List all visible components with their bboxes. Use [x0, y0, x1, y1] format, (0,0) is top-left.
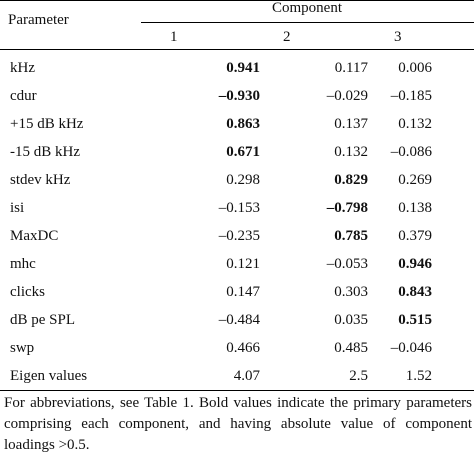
loading-value-1: 4.07: [233, 367, 260, 384]
table-row: dB pe SPL –0.484 0.035 0.515: [0, 306, 474, 334]
table-footnote: For abbreviations, see Table 1. Bold val…: [4, 395, 472, 453]
loading-value-2: –0.053: [326, 255, 368, 272]
row-label: clicks: [10, 283, 45, 300]
row-label: stdev kHz: [10, 171, 71, 188]
column-header-1: 1: [170, 29, 178, 45]
loading-value-1: 0.298: [226, 171, 260, 188]
row-label: cdur: [10, 87, 37, 104]
table-row: MaxDC –0.235 0.785 0.379: [0, 222, 474, 250]
loading-value-3: –0.185: [390, 87, 432, 104]
component-subrule: [141, 22, 474, 23]
loading-value-2: –0.798: [326, 199, 368, 216]
loading-value-3: 0.132: [398, 115, 432, 132]
table-row: stdev kHz 0.298 0.829 0.269: [0, 166, 474, 194]
loading-value-1: 0.671: [226, 143, 260, 160]
parameter-header: Parameter: [8, 12, 69, 28]
loading-value-2: 0.137: [334, 115, 368, 132]
loading-value-2: 0.132: [334, 143, 368, 160]
loading-value-1: 0.121: [226, 255, 260, 272]
loading-value-2: 0.485: [334, 339, 368, 356]
loading-value-1: 0.941: [226, 59, 260, 76]
loading-value-3: 1.52: [405, 367, 432, 384]
loading-value-3: 0.515: [398, 311, 432, 328]
table-row: kHz 0.941 0.117 0.006: [0, 54, 474, 82]
loading-value-3: 0.946: [398, 255, 432, 272]
table-row: clicks 0.147 0.303 0.843: [0, 278, 474, 306]
column-header-3: 3: [394, 29, 402, 45]
loading-value-2: 0.035: [334, 311, 368, 328]
loadings-table: kHz 0.941 0.117 0.006 cdur –0.930 –0.029 –0.185…: [0, 54, 474, 390]
loading-value-3: 0.138: [398, 199, 432, 216]
loading-value-1: 0.147: [226, 283, 260, 300]
table-row: mhc 0.121 –0.053 0.946: [0, 250, 474, 278]
component-header: Component: [272, 0, 342, 16]
row-label: +15 dB kHz: [10, 115, 84, 132]
row-label: -15 dB kHz: [10, 143, 80, 160]
loading-value-2: 0.117: [334, 59, 368, 76]
bottom-rule: [0, 390, 474, 391]
table-row: cdur –0.930 –0.029 –0.185: [0, 82, 474, 110]
row-label: kHz: [10, 59, 35, 76]
column-header-2: 2: [283, 29, 291, 45]
row-label: MaxDC: [10, 227, 59, 244]
table-row: Eigen values 4.07 2.5 1.52: [0, 362, 474, 390]
table-row: swp 0.466 0.485 –0.046: [0, 334, 474, 362]
row-label: swp: [10, 339, 35, 356]
loading-value-1: –0.235: [218, 227, 260, 244]
row-label: isi: [10, 199, 25, 216]
loading-value-2: 0.785: [334, 227, 368, 244]
loading-value-2: 2.5: [349, 367, 368, 384]
loading-value-2: 0.303: [334, 283, 368, 300]
loading-value-1: 0.466: [226, 339, 260, 356]
table-row: isi –0.153 –0.798 0.138: [0, 194, 474, 222]
header-rule: [0, 49, 474, 50]
row-label: Eigen values: [10, 367, 88, 384]
table-body: kHz 0.941 0.117 0.006 cdur –0.930 –0.029 –0.185…: [0, 54, 474, 390]
loading-value-3: 0.379: [398, 227, 432, 244]
loading-value-1: 0.863: [226, 115, 260, 132]
loading-value-3: 0.843: [398, 283, 432, 300]
loading-value-3: 0.006: [398, 59, 432, 76]
row-label: dB pe SPL: [10, 311, 76, 328]
table-row: +15 dB kHz 0.863 0.137 0.132: [0, 110, 474, 138]
top-rule: [0, 0, 474, 1]
loading-value-1: –0.484: [218, 311, 260, 328]
row-label: mhc: [10, 255, 36, 272]
loading-value-3: 0.269: [398, 171, 432, 188]
loading-value-3: –0.046: [390, 339, 432, 356]
table-row: -15 dB kHz 0.671 0.132 –0.086: [0, 138, 474, 166]
loading-value-3: –0.086: [390, 143, 432, 160]
loading-value-1: –0.930: [218, 87, 260, 104]
loading-value-2: 0.829: [334, 171, 368, 188]
loading-value-1: –0.153: [218, 199, 260, 216]
loading-value-2: –0.029: [326, 87, 368, 104]
